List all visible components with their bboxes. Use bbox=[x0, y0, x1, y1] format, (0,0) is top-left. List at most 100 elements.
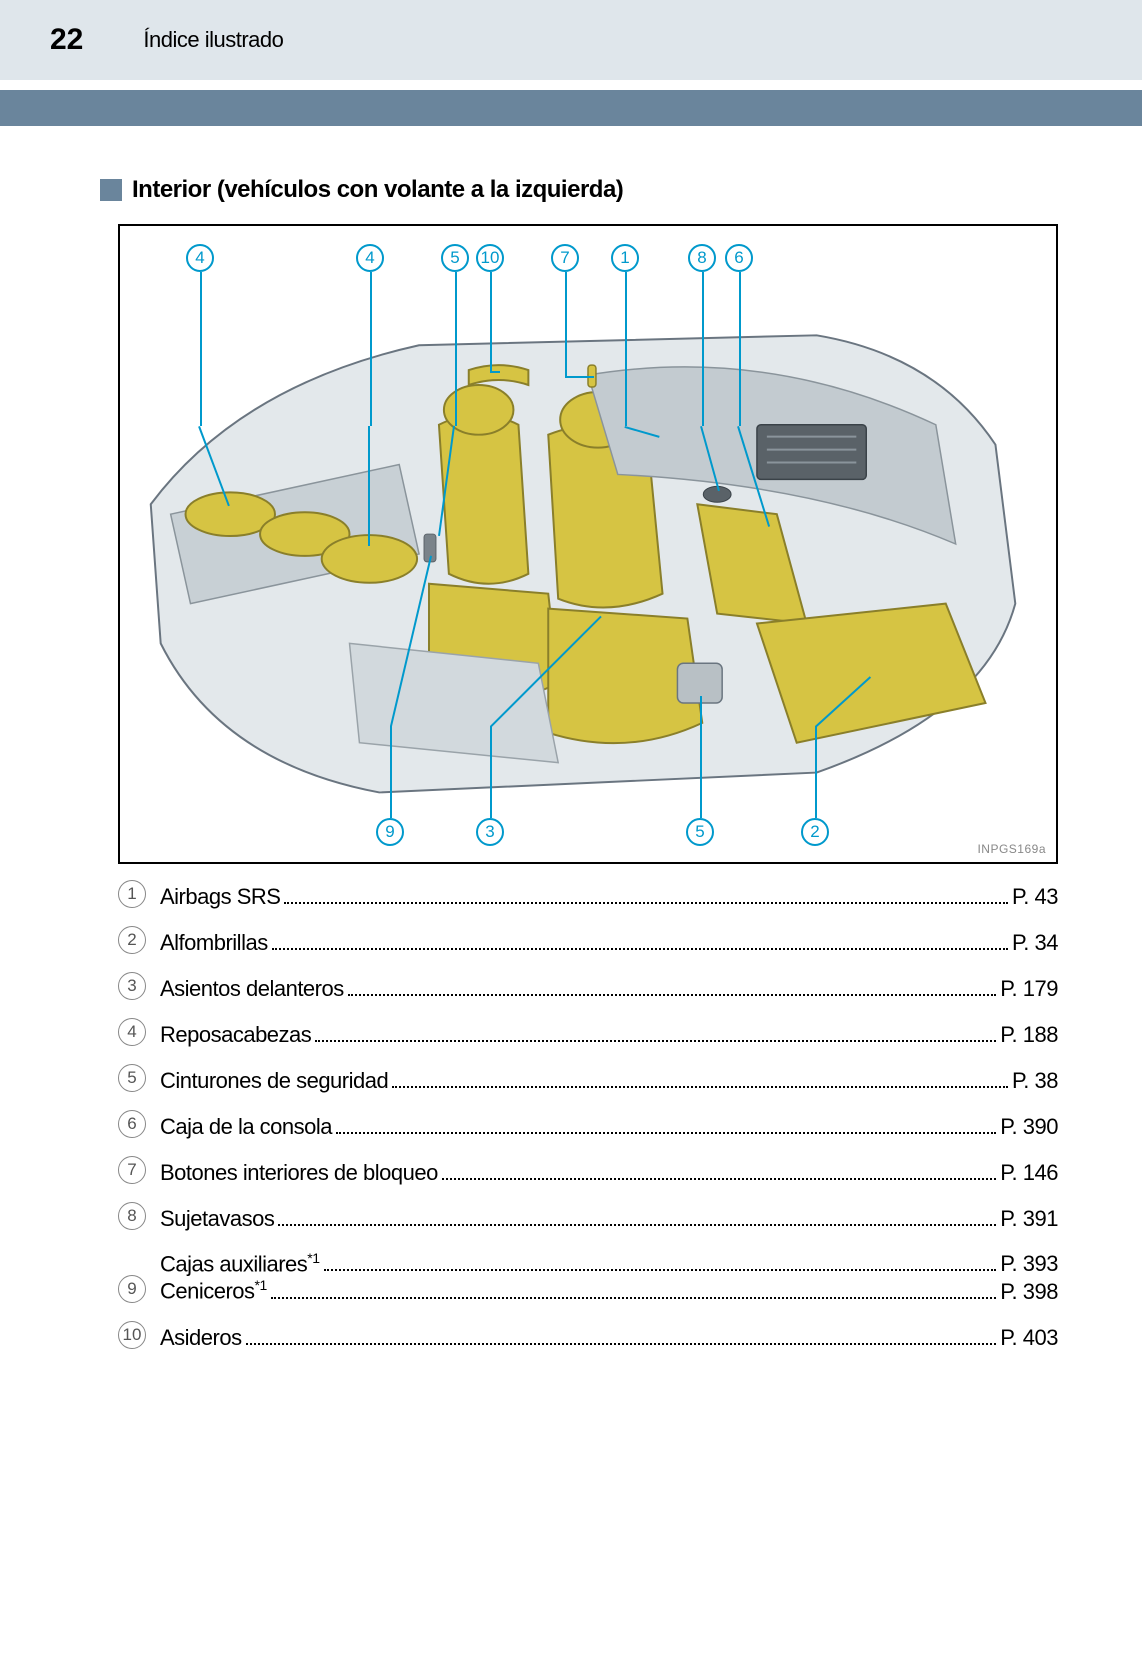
index-row: 6Caja de la consolaP. 390 bbox=[118, 1112, 1058, 1140]
index-line: Sujetavasos P. 391 bbox=[160, 1206, 1058, 1232]
index-row: 7 Botones interiores de bloqueo P. 146 bbox=[118, 1158, 1058, 1186]
index-row-body: Sujetavasos P. 391 bbox=[160, 1206, 1058, 1232]
index-line: Asientos delanteros P. 179 bbox=[160, 976, 1058, 1002]
header-bar: 22 Índice ilustrado bbox=[0, 0, 1142, 80]
index-number-circle: 8 bbox=[118, 1202, 146, 1230]
index-label: Cajas auxiliares*1 bbox=[160, 1250, 320, 1277]
callout-circle: 8 bbox=[688, 244, 716, 272]
heading-text: Interior (vehículos con volante a la izq… bbox=[132, 176, 623, 204]
index-number-circle: 7 bbox=[118, 1156, 146, 1184]
index-list: 1 Airbags SRS P. 43 2 Alfombrillas P. 34 3 Asie… bbox=[118, 882, 1058, 1351]
leader-dots bbox=[324, 1269, 997, 1271]
square-bullet-icon bbox=[100, 179, 122, 201]
index-row-body: Alfombrillas P. 34 bbox=[160, 930, 1058, 956]
index-row: 3 Asientos delanteros P. 179 bbox=[118, 974, 1058, 1002]
callout-line bbox=[490, 371, 500, 373]
callout-circle: 5 bbox=[441, 244, 469, 272]
index-label: Alfombrillas bbox=[160, 930, 268, 956]
index-line: Cinturones de seguridadP. 38 bbox=[160, 1068, 1058, 1094]
leader-dots bbox=[271, 1297, 996, 1299]
index-page: P. 398 bbox=[1000, 1279, 1058, 1305]
index-label: Sujetavasos bbox=[160, 1206, 274, 1232]
index-label: Asientos delanteros bbox=[160, 976, 344, 1002]
callout-line bbox=[700, 696, 702, 726]
leader-dots bbox=[278, 1224, 996, 1226]
color-band bbox=[0, 90, 1142, 126]
index-label: Reposacabezas bbox=[160, 1022, 311, 1048]
superscript: *1 bbox=[307, 1250, 319, 1266]
index-line: Caja de la consola P. 390 bbox=[160, 1114, 1058, 1140]
leader-dots bbox=[246, 1343, 997, 1345]
callout-circle: 4 bbox=[356, 244, 384, 272]
index-row-body: Botones interiores de bloqueo P. 146 bbox=[160, 1160, 1058, 1186]
index-row: 8 Sujetavasos P. 391 bbox=[118, 1204, 1058, 1232]
index-page: P. 188 bbox=[1000, 1022, 1058, 1048]
index-row-body: Cinturones de seguridadP. 38 bbox=[160, 1068, 1058, 1094]
callout-circle: 6 bbox=[725, 244, 753, 272]
callout-line bbox=[815, 726, 817, 818]
index-row-body: Airbags SRS P. 43 bbox=[160, 884, 1058, 910]
callout-circle: 3 bbox=[476, 818, 504, 846]
index-row-body: AsiderosP. 403 bbox=[160, 1325, 1058, 1351]
leader-dots bbox=[284, 902, 1008, 904]
header-title: Índice ilustrado bbox=[143, 27, 283, 53]
callout-line bbox=[700, 726, 702, 818]
callout-line bbox=[390, 726, 392, 818]
callout-line bbox=[200, 272, 202, 426]
index-label: Cinturones de seguridad bbox=[160, 1068, 388, 1094]
index-page: P. 393 bbox=[1000, 1251, 1058, 1277]
index-row-body: Reposacabezas P. 188 bbox=[160, 1022, 1058, 1048]
index-row-body: Caja de la consola P. 390 bbox=[160, 1114, 1058, 1140]
callout-line bbox=[490, 272, 492, 371]
index-line: Reposacabezas P. 188 bbox=[160, 1022, 1058, 1048]
content: Interior (vehículos con volante a la izq… bbox=[0, 126, 1142, 1351]
callout-circle: 5 bbox=[686, 818, 714, 846]
index-number-circle: 1 bbox=[118, 880, 146, 908]
index-line: Ceniceros*1P. 398 bbox=[160, 1277, 1058, 1304]
callout-circle: 10 bbox=[476, 244, 504, 272]
callout-circle: 1 bbox=[611, 244, 639, 272]
leader-dots bbox=[442, 1178, 996, 1180]
index-number-circle: 2 bbox=[118, 926, 146, 954]
index-label: Botones interiores de bloqueo bbox=[160, 1160, 438, 1186]
callout-line bbox=[702, 272, 704, 426]
index-number-circle: 3 bbox=[118, 972, 146, 1000]
callout-line bbox=[490, 726, 492, 818]
index-number-circle: 5 bbox=[118, 1064, 146, 1092]
index-page: P. 146 bbox=[1000, 1160, 1058, 1186]
leader-dots bbox=[392, 1086, 1008, 1088]
leader-dots bbox=[315, 1040, 996, 1042]
callout-line bbox=[455, 272, 457, 426]
index-page: P. 34 bbox=[1012, 930, 1058, 956]
callout-circle: 2 bbox=[801, 818, 829, 846]
index-page: P. 391 bbox=[1000, 1206, 1058, 1232]
index-row-body: Asientos delanteros P. 179 bbox=[160, 976, 1058, 1002]
index-row: 1 Airbags SRS P. 43 bbox=[118, 882, 1058, 910]
index-number-circle: 10 bbox=[118, 1321, 146, 1349]
index-line: Cajas auxiliares*1 P. 393 bbox=[160, 1250, 1058, 1277]
callout-line bbox=[565, 272, 567, 376]
superscript: *1 bbox=[255, 1277, 267, 1293]
index-number-circle: 4 bbox=[118, 1018, 146, 1046]
index-label: Airbags SRS bbox=[160, 884, 280, 910]
callout-circle: 4 bbox=[186, 244, 214, 272]
index-row: 4 Reposacabezas P. 188 bbox=[118, 1020, 1058, 1048]
callout-line bbox=[368, 426, 370, 546]
leader-dots bbox=[272, 948, 1008, 950]
index-label: Caja de la consola bbox=[160, 1114, 332, 1140]
index-page: P. 43 bbox=[1012, 884, 1058, 910]
index-row-body: Cajas auxiliares*1P. 393Ceniceros*1P. 39… bbox=[160, 1250, 1058, 1305]
callout-line bbox=[739, 272, 741, 426]
section-heading: Interior (vehículos con volante a la izq… bbox=[100, 176, 1042, 204]
index-page: P. 179 bbox=[1000, 976, 1058, 1002]
callout-line bbox=[625, 272, 627, 426]
index-line: Airbags SRS P. 43 bbox=[160, 884, 1058, 910]
index-label: Asideros bbox=[160, 1325, 242, 1351]
page-number: 22 bbox=[50, 23, 83, 57]
index-row: 9Cajas auxiliares*1P. 393Ceniceros*1P. 3… bbox=[118, 1250, 1058, 1305]
index-line: Alfombrillas P. 34 bbox=[160, 930, 1058, 956]
leader-dots bbox=[348, 994, 996, 996]
index-page: P. 390 bbox=[1000, 1114, 1058, 1140]
callout-circle: 9 bbox=[376, 818, 404, 846]
index-row: 2 Alfombrillas P. 34 bbox=[118, 928, 1058, 956]
